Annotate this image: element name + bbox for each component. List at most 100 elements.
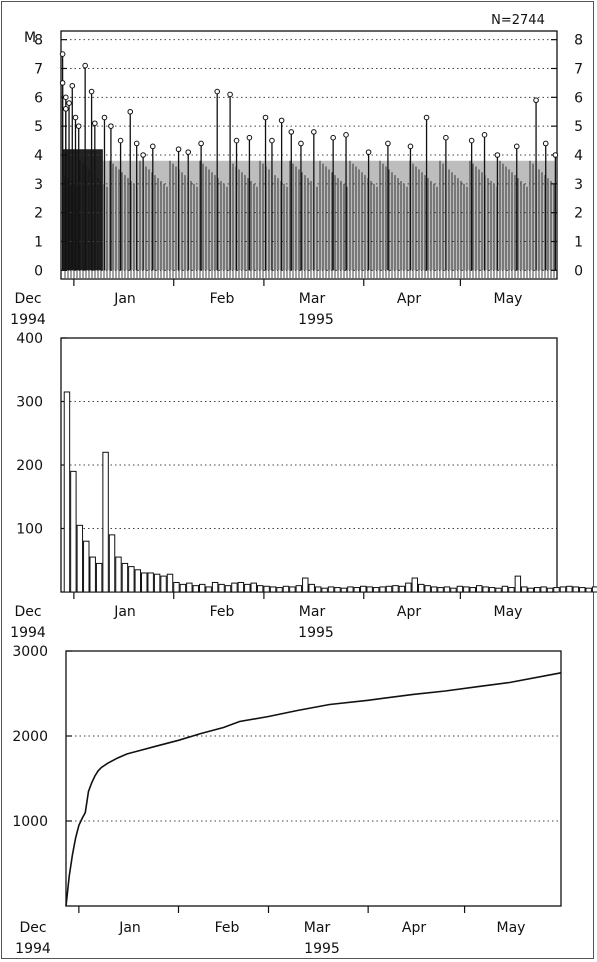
event-marker bbox=[423, 114, 430, 121]
count-bar bbox=[276, 587, 283, 593]
event-marker bbox=[278, 117, 285, 124]
count-bar bbox=[231, 582, 238, 593]
count-bar bbox=[366, 586, 373, 593]
event-marker bbox=[92, 120, 98, 127]
count-bar bbox=[314, 586, 322, 593]
count-bar bbox=[321, 587, 328, 593]
y-tick-label: 8 bbox=[34, 33, 43, 49]
event-total-annotation: N=2744 bbox=[491, 13, 545, 28]
event-marker bbox=[69, 82, 76, 89]
y-tick-label: 300 bbox=[16, 395, 43, 411]
count-bar bbox=[463, 586, 470, 593]
month-label-mar: Mar bbox=[299, 291, 326, 307]
count-bar bbox=[70, 470, 77, 593]
count-bar bbox=[334, 587, 341, 593]
event-marker bbox=[542, 140, 549, 147]
count-bar bbox=[89, 556, 96, 593]
event-marker bbox=[214, 88, 221, 95]
count-bar bbox=[308, 583, 315, 593]
count-bar bbox=[418, 583, 425, 593]
event-marker bbox=[108, 123, 114, 129]
y-tick-label: 0 bbox=[34, 263, 43, 279]
count-bar bbox=[160, 575, 167, 593]
count-bar bbox=[540, 586, 547, 593]
count-bar bbox=[134, 569, 142, 593]
event-marker bbox=[59, 51, 66, 57]
y-tick-label: 1000 bbox=[12, 814, 48, 830]
month-label-jan: Jan bbox=[113, 604, 136, 620]
count-bar bbox=[514, 575, 522, 593]
count-bar bbox=[495, 587, 502, 593]
count-bar bbox=[108, 534, 116, 593]
cumulative-line bbox=[65, 672, 562, 907]
count-bar bbox=[360, 585, 367, 593]
event-marker bbox=[149, 143, 156, 150]
month-label-jan: Jan bbox=[118, 920, 141, 936]
start-year-label: 1994 bbox=[10, 625, 46, 641]
count-bar bbox=[141, 572, 148, 593]
count-bar bbox=[289, 586, 296, 593]
event-marker bbox=[343, 132, 349, 138]
count-bar bbox=[521, 586, 528, 593]
count-bar bbox=[76, 524, 84, 593]
count-bar bbox=[579, 587, 586, 593]
event-marker bbox=[198, 140, 204, 147]
count-bar bbox=[83, 540, 90, 593]
count-bar bbox=[379, 586, 386, 593]
count-bar bbox=[392, 585, 399, 593]
event-marker bbox=[63, 94, 69, 101]
event-marker bbox=[227, 91, 233, 98]
event-marker bbox=[365, 149, 372, 155]
month-label-feb: Feb bbox=[215, 920, 240, 936]
event-marker bbox=[330, 134, 336, 141]
count-bar bbox=[559, 586, 567, 593]
count-bar bbox=[153, 573, 161, 593]
magnitude-panel: 0 1 2 3 4 5 6 7 8 0 1 2 3 4 5 6 7 8 bbox=[34, 30, 583, 286]
count-bar bbox=[443, 586, 451, 593]
count-bar bbox=[411, 577, 419, 593]
count-bar bbox=[302, 577, 309, 593]
count-bar bbox=[205, 586, 212, 593]
count-bar bbox=[475, 585, 483, 593]
count-bar bbox=[437, 587, 444, 593]
year-label: 1995 bbox=[298, 312, 334, 328]
count-bar bbox=[198, 583, 206, 593]
right-y-tick-label: 4 bbox=[574, 148, 583, 164]
event-marker bbox=[75, 123, 82, 129]
y-tick-label: 200 bbox=[16, 458, 43, 474]
start-year-label: 1994 bbox=[10, 312, 46, 328]
y-tick-label: 2000 bbox=[12, 729, 48, 745]
count-bar bbox=[211, 581, 219, 593]
plot-border bbox=[65, 650, 562, 907]
count-bar bbox=[533, 587, 541, 593]
y-tick-label: 2 bbox=[34, 206, 43, 222]
count-bar bbox=[482, 586, 489, 593]
event-marker bbox=[140, 152, 146, 158]
event-marker bbox=[443, 134, 449, 141]
count-bar bbox=[63, 391, 71, 593]
magnitude-axis-label: M bbox=[24, 30, 36, 46]
count-bar bbox=[224, 585, 232, 593]
event-marker bbox=[262, 114, 269, 121]
event-marker bbox=[468, 137, 475, 144]
count-bar bbox=[173, 581, 180, 593]
event-marker bbox=[481, 132, 488, 138]
y-tick-label: 400 bbox=[16, 331, 43, 347]
count-bar bbox=[572, 586, 580, 593]
year-label: 1995 bbox=[304, 941, 340, 957]
event-marker bbox=[298, 140, 304, 147]
count-bar bbox=[263, 585, 270, 593]
y-tick-label: 1 bbox=[34, 235, 43, 251]
event-marker bbox=[246, 134, 253, 141]
count-bar bbox=[186, 582, 193, 593]
count-bar bbox=[488, 587, 496, 593]
count-bar bbox=[250, 582, 257, 593]
month-label-may: May bbox=[494, 291, 523, 307]
right-y-tick-label: 5 bbox=[574, 119, 583, 135]
y-tick-label: 7 bbox=[34, 61, 43, 77]
count-bar bbox=[179, 583, 187, 593]
count-bar bbox=[295, 585, 303, 593]
month-label-may: May bbox=[497, 920, 526, 936]
